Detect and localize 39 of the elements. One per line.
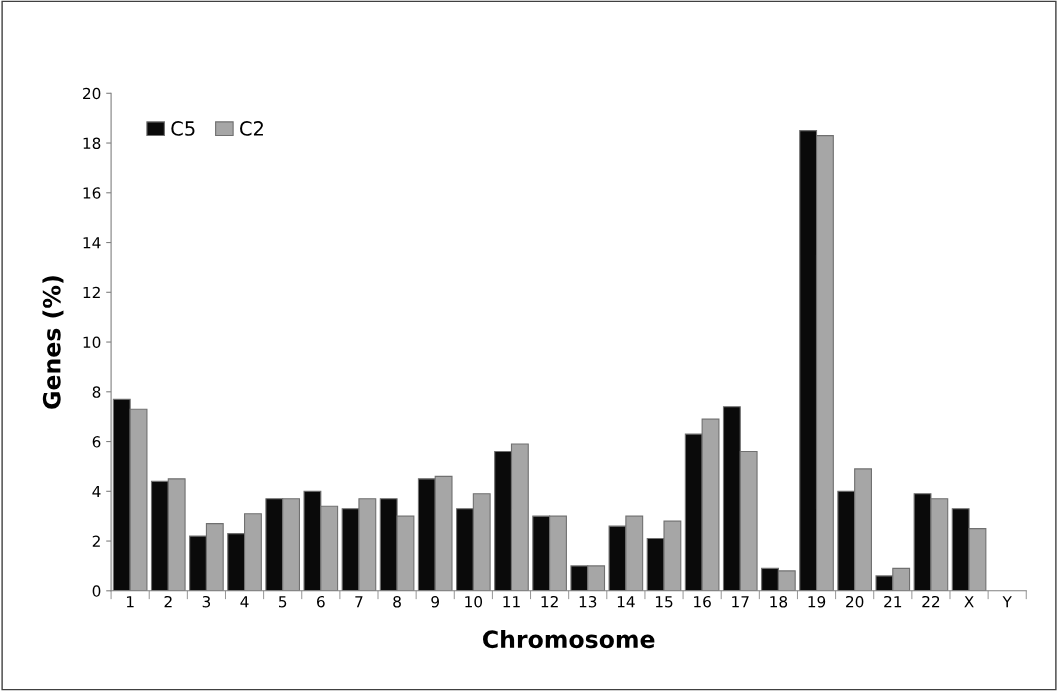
y-tick-label: 0 [92, 585, 101, 597]
x-tick-label: 7 [355, 596, 363, 608]
x-tick-label: 20 [846, 595, 864, 608]
x-axis-title: Chromosome [482, 629, 655, 649]
x-tick-label: 5 [279, 596, 287, 608]
x-tick-label: 10 [465, 595, 483, 608]
x-tick-label: 12 [541, 595, 558, 608]
x-tick-label: 21 [884, 595, 902, 608]
y-tick-label: 14 [83, 237, 101, 249]
y-axis-title: Genes (%) [42, 276, 64, 409]
x-tick-label: X [964, 596, 974, 608]
x-tick-label: Y [1002, 596, 1012, 608]
x-tick-label: 14 [617, 596, 635, 608]
x-tick-label: 13 [579, 595, 597, 608]
y-tick-label: 2 [92, 535, 100, 547]
y-tick-label: 20 [83, 87, 101, 100]
x-tick-label: 1 [126, 596, 134, 608]
x-tick-label: 16 [694, 595, 711, 608]
y-tick-label: 4 [92, 485, 101, 498]
x-tick-label: 11 [503, 596, 520, 608]
x-tick-label: 19 [808, 595, 826, 608]
x-tick-label: 3 [202, 595, 211, 608]
x-tick-label: 9 [431, 595, 439, 608]
x-tick-label: 18 [770, 595, 788, 608]
y-tick-label: 10 [83, 336, 101, 349]
y-tick-label: 8 [92, 386, 101, 398]
legend-label: C5 [171, 121, 195, 136]
x-tick-label: 17 [732, 596, 749, 608]
y-tick-label: 18 [83, 137, 101, 150]
x-tick-label: 4 [240, 596, 249, 608]
x-tick-label: 22 [922, 595, 940, 608]
y-tick-label: 6 [92, 436, 101, 448]
legend-label: C2 [240, 121, 263, 136]
x-tick-label: 15 [655, 596, 673, 608]
y-tick-label: 16 [83, 187, 101, 199]
x-tick-label: 8 [393, 595, 401, 608]
x-tick-label: 2 [164, 595, 172, 608]
x-tick-label: 6 [317, 595, 325, 608]
y-tick-label: 12 [83, 286, 100, 299]
